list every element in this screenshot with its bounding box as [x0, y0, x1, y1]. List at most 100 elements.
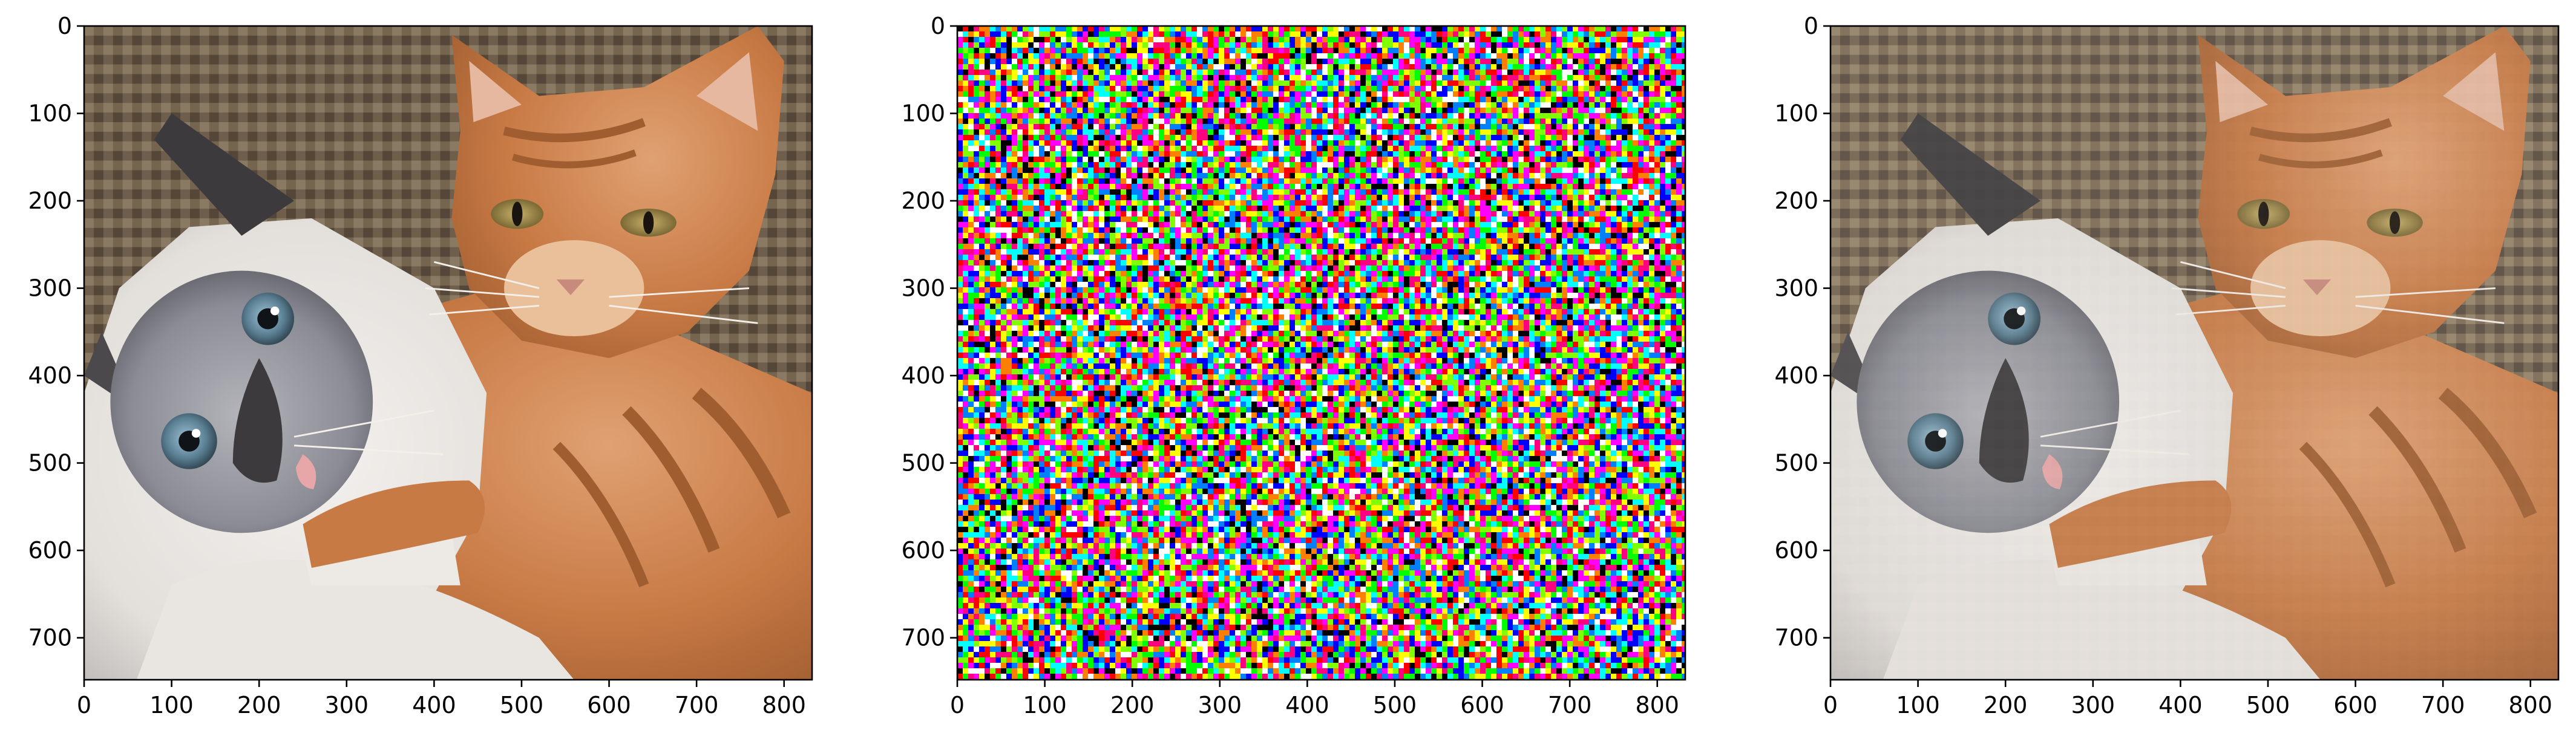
noise-pixel	[1186, 53, 1191, 59]
noise-pixel	[995, 227, 1001, 233]
noise-pixel	[1333, 91, 1339, 97]
noise-pixel	[1545, 162, 1551, 168]
noise-pixel	[1055, 178, 1061, 184]
noise-pixel	[1480, 108, 1486, 113]
noise-pixel	[1322, 129, 1328, 135]
noise-pixel	[1584, 195, 1589, 200]
noise-pixel	[1050, 206, 1055, 211]
noise-pixel	[1197, 124, 1202, 129]
noise-pixel	[1006, 91, 1012, 97]
noise-pixel	[1137, 216, 1142, 222]
noise-pixel	[1431, 86, 1437, 91]
noise-pixel	[1415, 102, 1420, 108]
noise-pixel	[1328, 216, 1333, 222]
noise-pixel	[1088, 86, 1093, 91]
noise-pixel	[1540, 162, 1545, 168]
noise-pixel	[1415, 37, 1420, 42]
noise-pixel	[1649, 119, 1654, 124]
noise-pixel	[1513, 195, 1518, 200]
noise-pixel	[1524, 124, 1529, 129]
noise-pixel	[1137, 140, 1142, 146]
noise-pixel	[1605, 168, 1611, 173]
noise-pixel	[1535, 124, 1540, 129]
noise-pixel	[957, 216, 963, 222]
noise-pixel	[1006, 113, 1012, 119]
noise-pixel	[1219, 222, 1224, 227]
noise-pixel	[1382, 108, 1388, 113]
noise-pixel	[1121, 70, 1126, 75]
noise-pixel	[1649, 108, 1654, 113]
noise-pixel	[1627, 184, 1633, 189]
noise-pixel	[1191, 162, 1197, 168]
noise-pixel	[1578, 146, 1584, 151]
noise-pixel	[1589, 75, 1594, 80]
noise-pixel	[1099, 42, 1104, 48]
noise-pixel	[1611, 124, 1616, 129]
noise-pixel	[1545, 37, 1551, 42]
noise-pixel	[979, 64, 985, 70]
noise-pixel	[1491, 80, 1496, 86]
noise-pixel	[1208, 206, 1213, 211]
noise-pixel	[1099, 222, 1104, 227]
noise-pixel	[1682, 173, 1685, 178]
noise-pixel	[1208, 146, 1213, 151]
noise-pixel	[1644, 216, 1649, 222]
noise-pixel	[1556, 173, 1562, 178]
noise-pixel	[1556, 86, 1562, 91]
noise-pixel	[1529, 64, 1535, 70]
noise-pixel	[995, 135, 1001, 140]
noise-pixel	[1398, 91, 1404, 97]
noise-pixel	[1453, 53, 1458, 59]
noise-pixel	[995, 37, 1001, 42]
noise-pixel	[1382, 184, 1388, 189]
noise-pixel	[957, 222, 963, 227]
noise-pixel	[1573, 59, 1578, 64]
noise-pixel	[1170, 211, 1175, 216]
noise-pixel	[1219, 129, 1224, 135]
noise-pixel	[1486, 140, 1491, 146]
noise-pixel	[1453, 124, 1458, 129]
noise-pixel	[1012, 211, 1017, 216]
noise-pixel	[1415, 113, 1420, 119]
noise-pixel	[1464, 64, 1469, 70]
noise-pixel	[1388, 80, 1393, 86]
noise-pixel	[1616, 135, 1622, 140]
noise-pixel	[1469, 91, 1475, 97]
noise-pixel	[1121, 42, 1126, 48]
noise-pixel	[1290, 189, 1295, 195]
noise-pixel	[1567, 195, 1573, 200]
noise-pixel	[1409, 113, 1415, 119]
noise-pixel	[1502, 37, 1507, 42]
noise-pixel	[1257, 206, 1262, 211]
noise-pixel	[1311, 53, 1317, 59]
noise-pixel	[979, 108, 985, 113]
noise-pixel	[1077, 80, 1083, 86]
noise-pixel	[1377, 151, 1382, 157]
noise-pixel	[1486, 157, 1491, 162]
noise-pixel	[990, 64, 995, 70]
noise-pixel	[1175, 200, 1181, 206]
noise-pixel	[1023, 184, 1028, 189]
noise-pixel	[1257, 59, 1262, 64]
noise-pixel	[990, 75, 995, 80]
noise-pixel	[968, 173, 974, 178]
noise-pixel	[1496, 146, 1502, 151]
noise-pixel	[1262, 135, 1268, 140]
noise-pixel	[1050, 178, 1055, 184]
noise-pixel	[1023, 86, 1028, 91]
noise-pixel	[1409, 135, 1415, 140]
noise-pixel	[1584, 31, 1589, 37]
noise-pixel	[1153, 42, 1159, 48]
noise-pixel	[1437, 189, 1442, 195]
noise-pixel	[1589, 211, 1594, 216]
noise-pixel	[1066, 173, 1072, 178]
noise-pixel	[1469, 26, 1475, 31]
noise-pixel	[1088, 140, 1093, 146]
noise-pixel	[1333, 200, 1339, 206]
noise-pixel	[1611, 195, 1616, 200]
noise-pixel	[1012, 108, 1017, 113]
noise-pixel	[1039, 59, 1044, 64]
noise-pixel	[1682, 42, 1685, 48]
noise-pixel	[1605, 26, 1611, 31]
noise-pixel	[1404, 113, 1409, 119]
